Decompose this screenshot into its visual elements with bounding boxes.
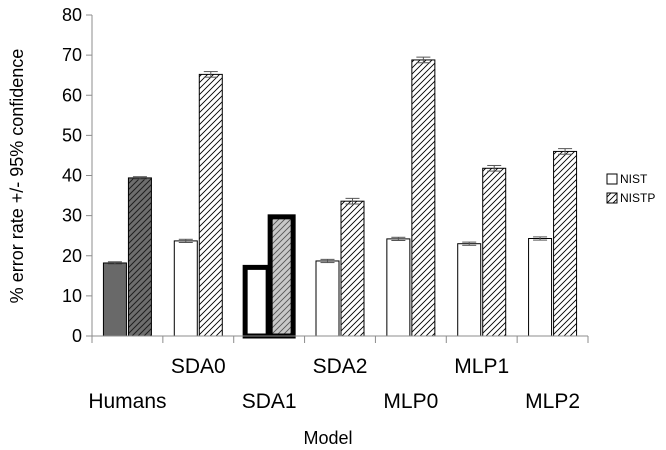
error-bar-mlp1-nist	[462, 241, 477, 246]
bar-mlp2-nistp	[553, 150, 578, 337]
y-axis-title: % error rate +/- 95% confidence	[7, 49, 27, 304]
bar-mlp2-nist	[528, 237, 553, 337]
bars	[102, 59, 578, 339]
y-tick-label-10: 10	[62, 286, 82, 306]
bar-sda0-nistp	[198, 73, 223, 337]
y-tick-label-0: 0	[72, 326, 82, 346]
y-tick-label-20: 20	[62, 246, 82, 266]
x-tick-label-mlp0: MLP0	[383, 390, 438, 413]
y-tick-label-70: 70	[62, 45, 82, 65]
error-bar-sda0-nist	[178, 238, 193, 244]
bar-mlp0-nistp	[411, 59, 436, 337]
error-bar-mlp0-nistp	[416, 56, 431, 64]
error-bar-humans-nistp	[132, 176, 147, 180]
y-tick-label-50: 50	[62, 125, 82, 145]
error-bar-mlp0-nist	[391, 236, 406, 242]
bar-humans-nist	[102, 262, 127, 337]
legend-label-nist: NIST	[620, 172, 648, 186]
bar-sda0-nist	[173, 240, 198, 337]
y-tick-label-60: 60	[62, 85, 82, 105]
x-axis-title: Model	[303, 428, 352, 448]
error-bar-humans-nist	[107, 261, 122, 265]
x-tick-label-sda2: SDA2	[313, 355, 368, 378]
bar-mlp0-nist	[386, 238, 411, 337]
legend-swatch-nistp	[606, 192, 618, 204]
bar-sda1-nistp	[267, 214, 296, 339]
x-tick-label-sda0: SDA0	[171, 355, 226, 378]
x-tick-label-humans: Humans	[88, 390, 166, 413]
y-tick-label-40: 40	[62, 166, 82, 186]
error-bar-sda2-nistp	[345, 197, 360, 205]
bar-mlp1-nist	[457, 243, 482, 337]
y-tick-label-30: 30	[62, 206, 82, 226]
axes	[91, 15, 589, 343]
x-tick-label-mlp2: MLP2	[525, 390, 580, 413]
x-tick-label-mlp1: MLP1	[454, 355, 509, 378]
error-bar-sda0-nistp	[203, 71, 218, 78]
error-bar-mlp2-nistp	[558, 148, 573, 155]
bar-sda2-nistp	[340, 200, 365, 337]
error-bar-sda2-nist	[320, 258, 335, 264]
bar-mlp1-nistp	[482, 167, 507, 337]
legend: NIST NISTP	[606, 172, 655, 205]
x-tick-label-sda1: SDA1	[242, 390, 297, 413]
error-bars	[107, 56, 573, 265]
legend-swatch-nist	[606, 173, 618, 185]
bar-sda1-nist	[242, 264, 271, 339]
y-axis-ticks: 0 10 20 30 40 50 60 70 80	[62, 5, 92, 346]
y-tick-label-80: 80	[62, 5, 82, 25]
bar-sda2-nist	[315, 260, 340, 337]
error-bar-mlp1-nistp	[487, 164, 502, 172]
legend-label-nistp: NISTP	[620, 191, 655, 205]
bar-humans-nistp	[127, 177, 152, 337]
error-bar-mlp2-nist	[533, 236, 548, 241]
